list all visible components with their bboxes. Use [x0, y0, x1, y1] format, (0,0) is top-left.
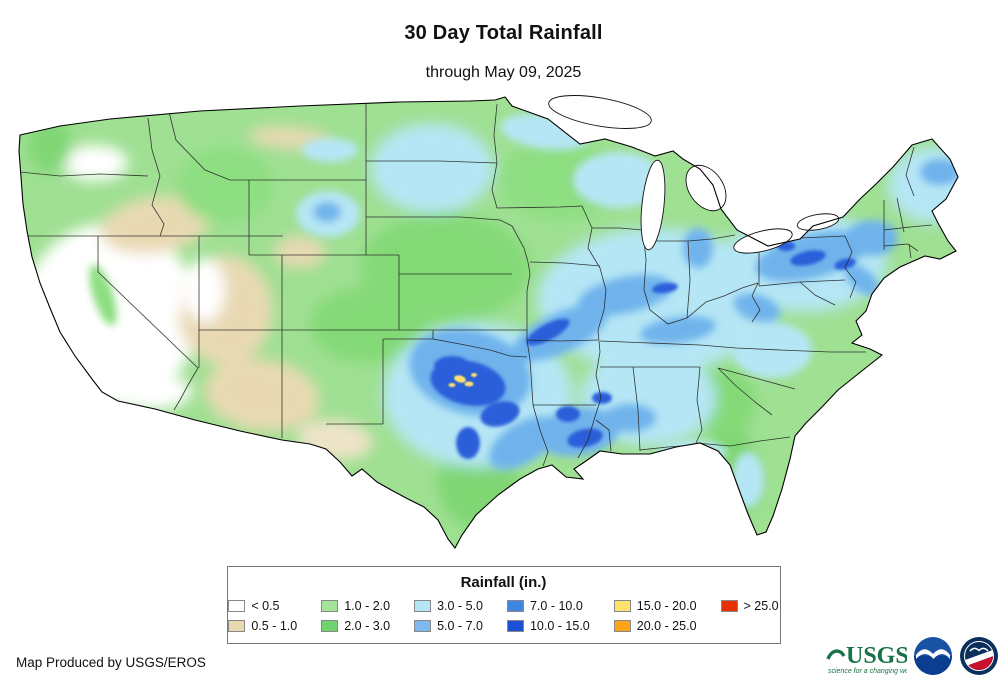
- usgs-wave-icon: [826, 649, 846, 660]
- usgs-wordmark: USGS: [846, 643, 907, 669]
- legend-swatch: [228, 600, 246, 612]
- legend-item: < 0.5: [228, 599, 297, 613]
- usgs-tagline: science for a changing world: [828, 668, 907, 675]
- legend-label: 7.0 - 10.0: [529, 599, 583, 613]
- legend-label: 20.0 - 25.0: [636, 619, 697, 633]
- legend-label: 10.0 - 15.0: [529, 619, 590, 633]
- legend-item: 3.0 - 5.0: [414, 599, 483, 613]
- legend-swatch: [414, 620, 432, 632]
- lake-michigan-icon: [640, 159, 666, 251]
- legend-swatch: [506, 620, 524, 632]
- legend-item: 20.0 - 25.0: [613, 619, 697, 633]
- legend-label: 5.0 - 7.0: [437, 619, 483, 633]
- legend-item: 10.0 - 15.0: [506, 619, 590, 633]
- legend-label: 0.5 - 1.0: [251, 619, 298, 633]
- legend-label: 3.0 - 5.0: [437, 599, 483, 613]
- legend-swatch: [414, 600, 432, 612]
- agency-logos: USGS science for a changing world: [825, 636, 999, 676]
- noaa-logo: [914, 637, 952, 675]
- rainfall-layer: [19, 97, 958, 548]
- legend-item: 0.5 - 1.0: [228, 619, 297, 633]
- lake-superior-icon: [548, 95, 652, 129]
- legend-swatch: [321, 600, 339, 612]
- legend-item: 5.0 - 7.0: [414, 619, 483, 633]
- legend-item: 15.0 - 20.0: [613, 599, 697, 613]
- map-title: 30 Day Total Rainfall: [404, 22, 603, 44]
- nws-logo: [960, 637, 998, 675]
- legend-swatch: [321, 620, 339, 632]
- usgs-logo: USGS science for a changing world: [826, 643, 907, 675]
- legend-swatch: [613, 600, 631, 612]
- legend: Rainfall (in.) < 0.5 0.5 - 1.0 1.0 - 2.0…: [226, 566, 781, 644]
- credit-text: Map Produced by USGS/EROS: [16, 655, 206, 670]
- lake-erie-icon: [733, 228, 793, 254]
- legend-label: 1.0 - 2.0: [344, 599, 391, 613]
- legend-item: 2.0 - 3.0: [321, 619, 390, 633]
- state-borders: [19, 103, 933, 467]
- legend-swatch: [506, 600, 524, 612]
- legend-label: > 25.0: [743, 599, 779, 613]
- legend-swatch: [720, 600, 738, 612]
- legend-label: 15.0 - 20.0: [636, 599, 697, 613]
- legend-item: 7.0 - 10.0: [506, 599, 590, 613]
- legend-swatch: [228, 620, 246, 632]
- noaa-gull-icon: [916, 649, 950, 659]
- legend-grid: < 0.5 0.5 - 1.0 1.0 - 2.0 2.0 - 3.0 3.0 …: [228, 599, 780, 633]
- legend-title: Rainfall (in.): [460, 574, 547, 591]
- map-subtitle: through May 09, 2025: [425, 64, 582, 81]
- legend-swatch: [613, 620, 631, 632]
- legend-item: > 25.0: [720, 599, 779, 613]
- nws-gull-icon: [969, 647, 989, 652]
- legend-label: < 0.5: [251, 599, 280, 613]
- great-lakes: [548, 95, 840, 254]
- legend-label: 2.0 - 3.0: [344, 619, 391, 633]
- legend-item: 1.0 - 2.0: [321, 599, 390, 613]
